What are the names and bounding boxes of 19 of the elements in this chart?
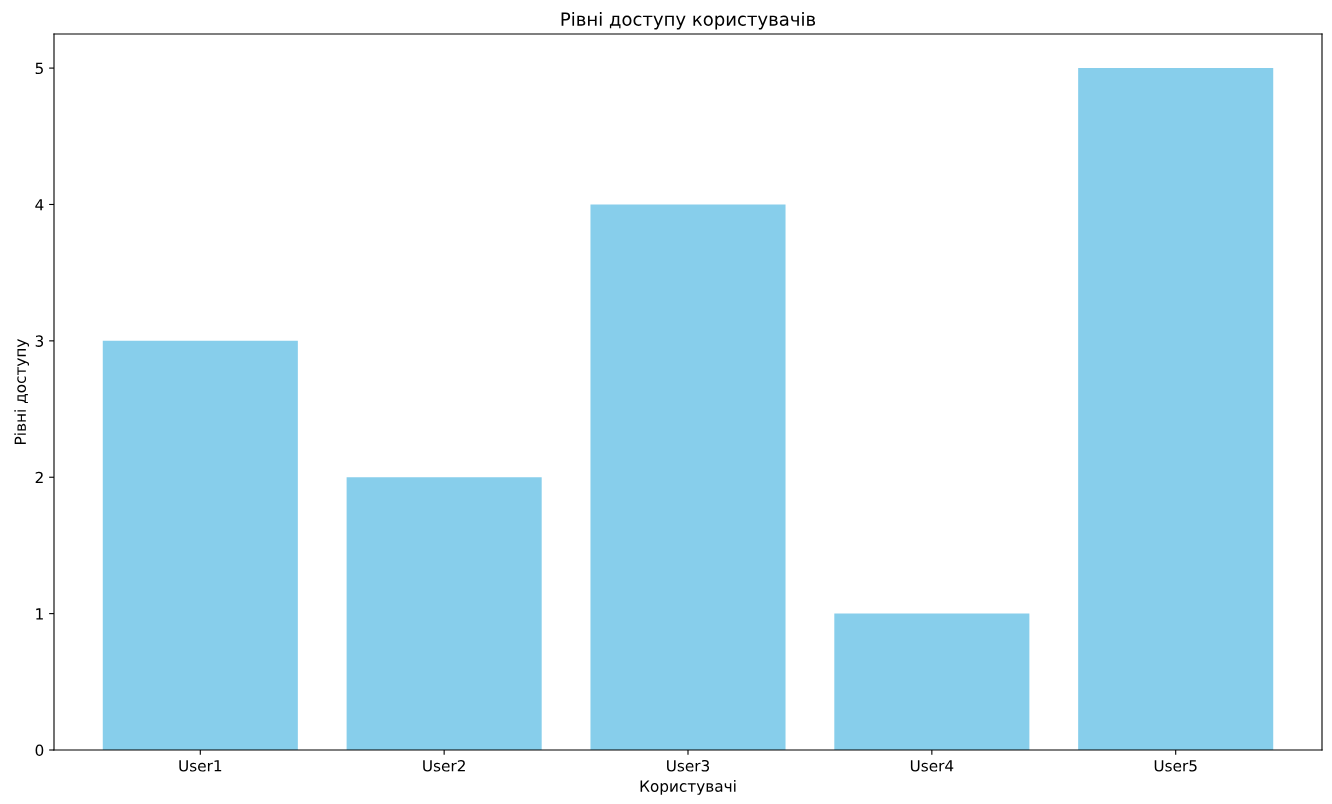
y-tick-label: 1 — [36, 608, 43, 620]
y-axis-title: Рівні доступу — [14, 339, 29, 444]
x-tick-label: User1 — [179, 760, 222, 772]
x-tick-label: User4 — [910, 760, 954, 772]
bar — [834, 613, 1030, 750]
x-tick-label: User3 — [667, 759, 710, 772]
bar — [1078, 68, 1274, 750]
x-axis-title: Користувачі — [640, 780, 736, 795]
y-tick-label: 0 — [35, 744, 44, 757]
bar — [102, 340, 298, 750]
y-tick-label: 3 — [35, 335, 44, 347]
y-tick-label: 2 — [35, 471, 43, 484]
y-tick-label: 4 — [35, 199, 44, 211]
x-tick-label: User2 — [423, 759, 465, 772]
x-tick-label: User5 — [1154, 760, 1197, 772]
chart-title: Рівні доступу користувачів — [561, 11, 816, 30]
bar — [346, 477, 542, 750]
bar — [590, 204, 786, 750]
y-tick-label: 5 — [35, 62, 43, 75]
